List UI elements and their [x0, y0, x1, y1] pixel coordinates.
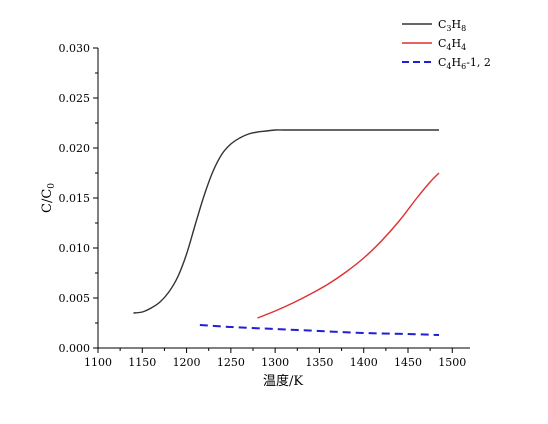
y-tick-label: 0.000 — [59, 342, 91, 355]
series-line-0 — [133, 129, 439, 314]
x-tick-label: 1250 — [217, 356, 245, 369]
y-tick-label: 0.020 — [59, 142, 91, 155]
series-line-2 — [199, 324, 440, 336]
y-tick-label: 0.010 — [59, 242, 91, 255]
y-tick-label: 0.025 — [59, 92, 91, 105]
legend: C3H8 C4H4 C4H6-1, 2 — [402, 18, 491, 71]
x-tick-label: 1350 — [305, 356, 333, 369]
series-line-1 — [257, 172, 440, 319]
x-tick-label: 1500 — [438, 356, 466, 369]
legend-label-1: C4H4 — [438, 37, 466, 52]
x-tick-label: 1450 — [394, 356, 422, 369]
plot-area — [133, 129, 440, 336]
y-tick-label: 0.005 — [59, 292, 91, 305]
x-tick-label: 1300 — [261, 356, 289, 369]
x-tick-label: 1100 — [84, 356, 112, 369]
legend-label-0: C3H8 — [438, 18, 466, 33]
y-axis-title-main: C/C — [40, 189, 55, 213]
legend-label-2: C4H6-1, 2 — [438, 56, 491, 71]
y-axis-title: C/C0 — [40, 183, 57, 213]
x-tick-label: 1150 — [128, 356, 156, 369]
y-tick-label: 0.030 — [59, 42, 91, 55]
x-tick-label: 1200 — [173, 356, 201, 369]
x-axis-title: 温度/K — [263, 373, 303, 389]
x-tick-label: 1400 — [350, 356, 378, 369]
y-tick-label: 0.015 — [59, 192, 91, 205]
axes: 1100 1150 1200 1250 1300 1350 1400 1450 1500 0.00… — [59, 42, 470, 369]
y-axis-title-sub: 0 — [47, 183, 57, 189]
